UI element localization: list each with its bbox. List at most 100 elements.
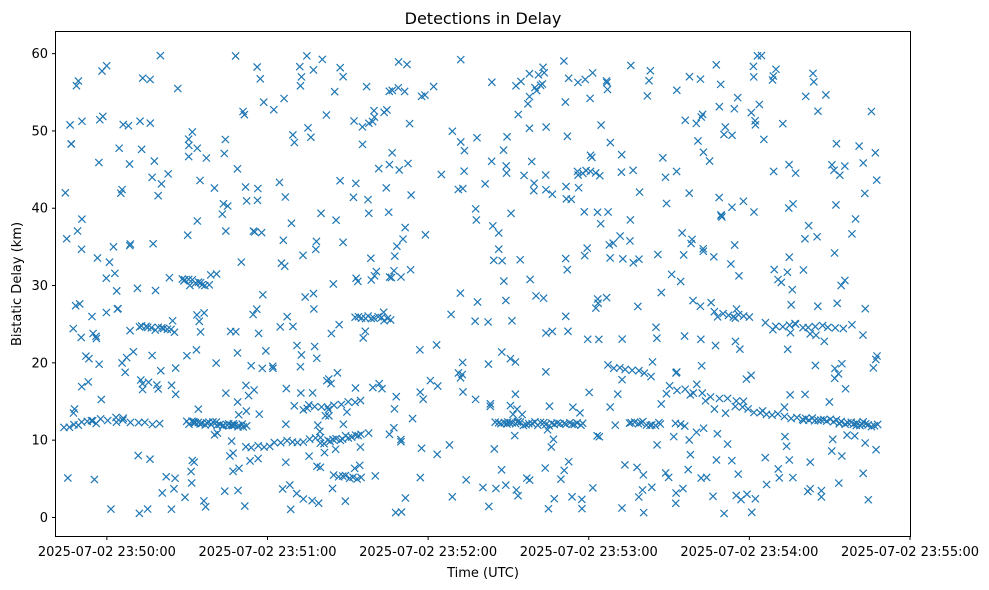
data-point bbox=[315, 427, 324, 436]
data-point bbox=[299, 405, 308, 414]
data-point bbox=[278, 484, 287, 493]
data-point bbox=[742, 375, 751, 384]
data-point bbox=[618, 335, 627, 344]
data-point bbox=[841, 384, 850, 393]
data-point bbox=[749, 72, 758, 81]
data-point bbox=[115, 144, 124, 153]
data-point bbox=[785, 253, 794, 262]
data-point bbox=[617, 503, 627, 513]
data-point bbox=[233, 164, 242, 173]
data-point bbox=[723, 394, 732, 403]
data-point bbox=[511, 81, 520, 90]
data-point bbox=[593, 208, 602, 217]
data-point bbox=[662, 199, 671, 208]
data-point bbox=[460, 167, 469, 176]
data-point bbox=[873, 420, 882, 429]
data-point bbox=[664, 473, 673, 482]
data-point bbox=[514, 417, 523, 426]
data-point bbox=[707, 298, 716, 307]
data-point bbox=[318, 55, 327, 64]
data-point bbox=[73, 227, 82, 236]
data-point bbox=[672, 86, 681, 95]
data-point bbox=[221, 135, 230, 144]
data-point bbox=[126, 240, 135, 249]
data-point bbox=[387, 273, 396, 282]
data-point bbox=[680, 422, 689, 431]
data-point bbox=[859, 159, 868, 168]
data-point bbox=[70, 404, 79, 414]
data-point bbox=[90, 475, 99, 484]
data-point bbox=[399, 235, 408, 244]
data-point bbox=[568, 403, 577, 412]
data-point bbox=[626, 215, 635, 224]
data-point bbox=[347, 433, 356, 442]
data-point bbox=[143, 505, 152, 514]
data-point bbox=[640, 369, 649, 378]
data-point bbox=[861, 438, 870, 447]
data-point bbox=[696, 75, 705, 84]
data-point bbox=[716, 80, 725, 89]
data-point bbox=[541, 185, 550, 194]
data-point bbox=[747, 371, 756, 380]
data-point bbox=[738, 403, 747, 412]
data-point bbox=[312, 237, 321, 246]
data-point bbox=[597, 121, 606, 130]
data-point bbox=[696, 335, 705, 344]
data-point bbox=[349, 193, 358, 202]
data-point bbox=[210, 430, 219, 439]
data-point bbox=[723, 440, 732, 449]
data-point bbox=[498, 256, 507, 265]
data-point bbox=[490, 444, 499, 453]
data-point bbox=[811, 322, 820, 331]
data-point bbox=[724, 311, 733, 320]
data-point bbox=[806, 484, 815, 493]
data-point bbox=[840, 162, 849, 171]
data-point bbox=[813, 302, 822, 311]
y-tick-label: 50 bbox=[31, 124, 48, 139]
data-point bbox=[869, 363, 878, 372]
data-point bbox=[553, 418, 562, 427]
data-point bbox=[358, 140, 367, 149]
data-point bbox=[679, 250, 688, 259]
data-point bbox=[825, 397, 834, 406]
data-point bbox=[484, 502, 493, 511]
data-point bbox=[349, 116, 359, 125]
data-point bbox=[676, 419, 685, 429]
data-point bbox=[858, 331, 868, 340]
data-point bbox=[484, 317, 493, 326]
data-point bbox=[171, 390, 180, 399]
data-point bbox=[298, 251, 308, 260]
data-point bbox=[721, 409, 730, 418]
data-point bbox=[255, 410, 264, 419]
data-point bbox=[771, 65, 780, 74]
y-tick-label: 20 bbox=[31, 356, 48, 371]
data-point bbox=[299, 437, 308, 447]
data-point bbox=[751, 494, 760, 503]
data-point bbox=[149, 239, 158, 248]
data-point bbox=[744, 404, 753, 413]
data-point bbox=[302, 51, 311, 60]
data-point bbox=[709, 252, 718, 261]
data-point bbox=[351, 383, 360, 393]
data-point bbox=[759, 135, 768, 144]
data-point bbox=[787, 300, 796, 309]
data-point bbox=[269, 105, 278, 114]
data-point bbox=[102, 274, 111, 283]
data-point bbox=[385, 160, 394, 169]
data-point bbox=[171, 474, 180, 483]
data-point bbox=[105, 258, 114, 267]
data-point bbox=[126, 326, 135, 335]
data-point bbox=[799, 265, 808, 274]
data-point bbox=[371, 471, 380, 480]
data-point bbox=[530, 179, 539, 188]
data-point bbox=[762, 480, 771, 489]
data-point bbox=[339, 72, 348, 81]
data-point bbox=[339, 238, 348, 247]
data-point bbox=[731, 314, 740, 323]
data-point bbox=[405, 119, 414, 128]
data-point bbox=[542, 123, 551, 132]
data-point bbox=[95, 360, 104, 369]
data-point bbox=[671, 499, 680, 508]
data-point bbox=[327, 329, 336, 338]
data-point bbox=[792, 413, 801, 422]
